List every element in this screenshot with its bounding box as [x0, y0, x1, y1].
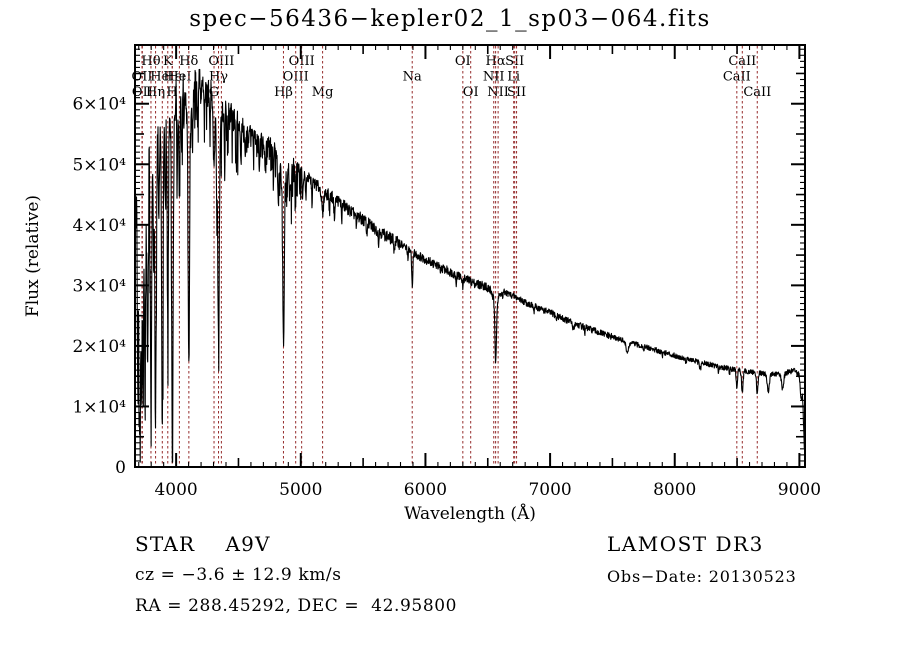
y-tick-label: 0: [115, 458, 126, 478]
y-axis-title: Flux (relative): [23, 195, 43, 317]
x-tick-label: 6000: [404, 480, 447, 500]
y-tick-label: 4×10⁴: [72, 216, 126, 236]
x-tick-label: 7000: [528, 480, 571, 500]
object-class-label: STAR A9V: [135, 532, 271, 556]
ra-dec-value: RA = 288.45292, DEC = 42.95800: [135, 596, 458, 616]
y-tick-label: 2×10⁴: [72, 337, 126, 357]
line-labels-layer: OIIOIIHθHηHeIKHHεHeIHδGHγOIIIHβOIIIOIIIM…: [132, 54, 772, 100]
y-tick-label: 6×10⁴: [72, 95, 126, 115]
x-tick-label: 5000: [279, 480, 322, 500]
axis-frame: [134, 44, 806, 468]
x-tick-label: 4000: [154, 480, 197, 500]
page-title: spec−56436−kepler02_1_sp03−064.fits: [189, 6, 711, 32]
spectrum-trace-layer: [134, 68, 805, 463]
survey-release-label: LAMOST DR3: [607, 532, 764, 556]
spectral-line-markers-layer: [141, 46, 758, 466]
x-tick-label: 8000: [653, 480, 696, 500]
y-tick-label: 5×10⁴: [72, 155, 126, 175]
y-tick-label: 1×10⁴: [72, 398, 126, 418]
spectrum-plot: OIIOIIHθHηHeIKHHεHeIHδGHγOIIIHβOIIIOIIIM…: [23, 44, 821, 524]
y-tick-label: 3×10⁴: [72, 276, 126, 296]
tick-labels-layer: 4000 5000 6000 7000 8000 9000 0 1×10⁴ 2×10⁴ 3×10⁴…: [72, 95, 821, 500]
axis-ticks-layer: [135, 45, 805, 468]
x-axis-title: Wavelength (Å): [404, 503, 536, 524]
x-tick-label: 9000: [778, 480, 821, 500]
spectrum-trace: [134, 68, 805, 463]
cz-value: cz = −3.6 ± 12.9 km/s: [135, 565, 342, 585]
obs-date-label: Obs−Date: 20130523: [607, 567, 797, 586]
